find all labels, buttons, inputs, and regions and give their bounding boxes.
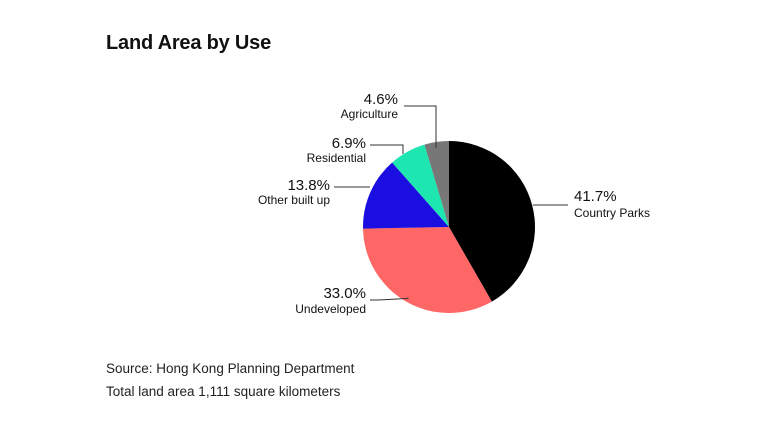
- pie-slice-undeveloped: [363, 227, 492, 313]
- pie-slices: [363, 141, 535, 313]
- pie-slice-other-built-up: [363, 162, 449, 229]
- chart-title: Land Area by Use: [106, 32, 272, 54]
- pie-category-label-undeveloped: Undeveloped: [295, 302, 366, 316]
- pie-category-label-country-parks: Country Parks: [574, 206, 650, 220]
- pie-labels: 41.7%Country Parks 33.0%Undeveloped 13.8%O…: [258, 91, 650, 316]
- pie-slice-residential: [392, 144, 449, 227]
- pie-category-label-residential: Residential: [307, 151, 366, 165]
- source-note: Source: Hong Kong Planning Department: [106, 361, 355, 376]
- pie-value-label-agriculture: 4.6%: [364, 91, 398, 108]
- leader-line-residential: [370, 144, 404, 154]
- total-area-note: Total land area 1,111 square kilometers: [106, 384, 341, 399]
- pie-value-label-country-parks: 41.7%: [574, 188, 617, 205]
- pie-category-label-other-built-up: Other built up: [258, 193, 330, 207]
- leader-line-undeveloped: [370, 297, 409, 301]
- pie-value-label-other-built-up: 13.8%: [287, 177, 330, 194]
- pie-slice-country-parks: [449, 141, 535, 302]
- pie-value-label-residential: 6.9%: [332, 135, 366, 152]
- pie-value-label-undeveloped: 33.0%: [323, 285, 366, 302]
- leader-line-agriculture: [404, 105, 437, 148]
- pie-slice-agriculture: [424, 141, 449, 227]
- pie-category-label-agriculture: Agriculture: [341, 107, 399, 121]
